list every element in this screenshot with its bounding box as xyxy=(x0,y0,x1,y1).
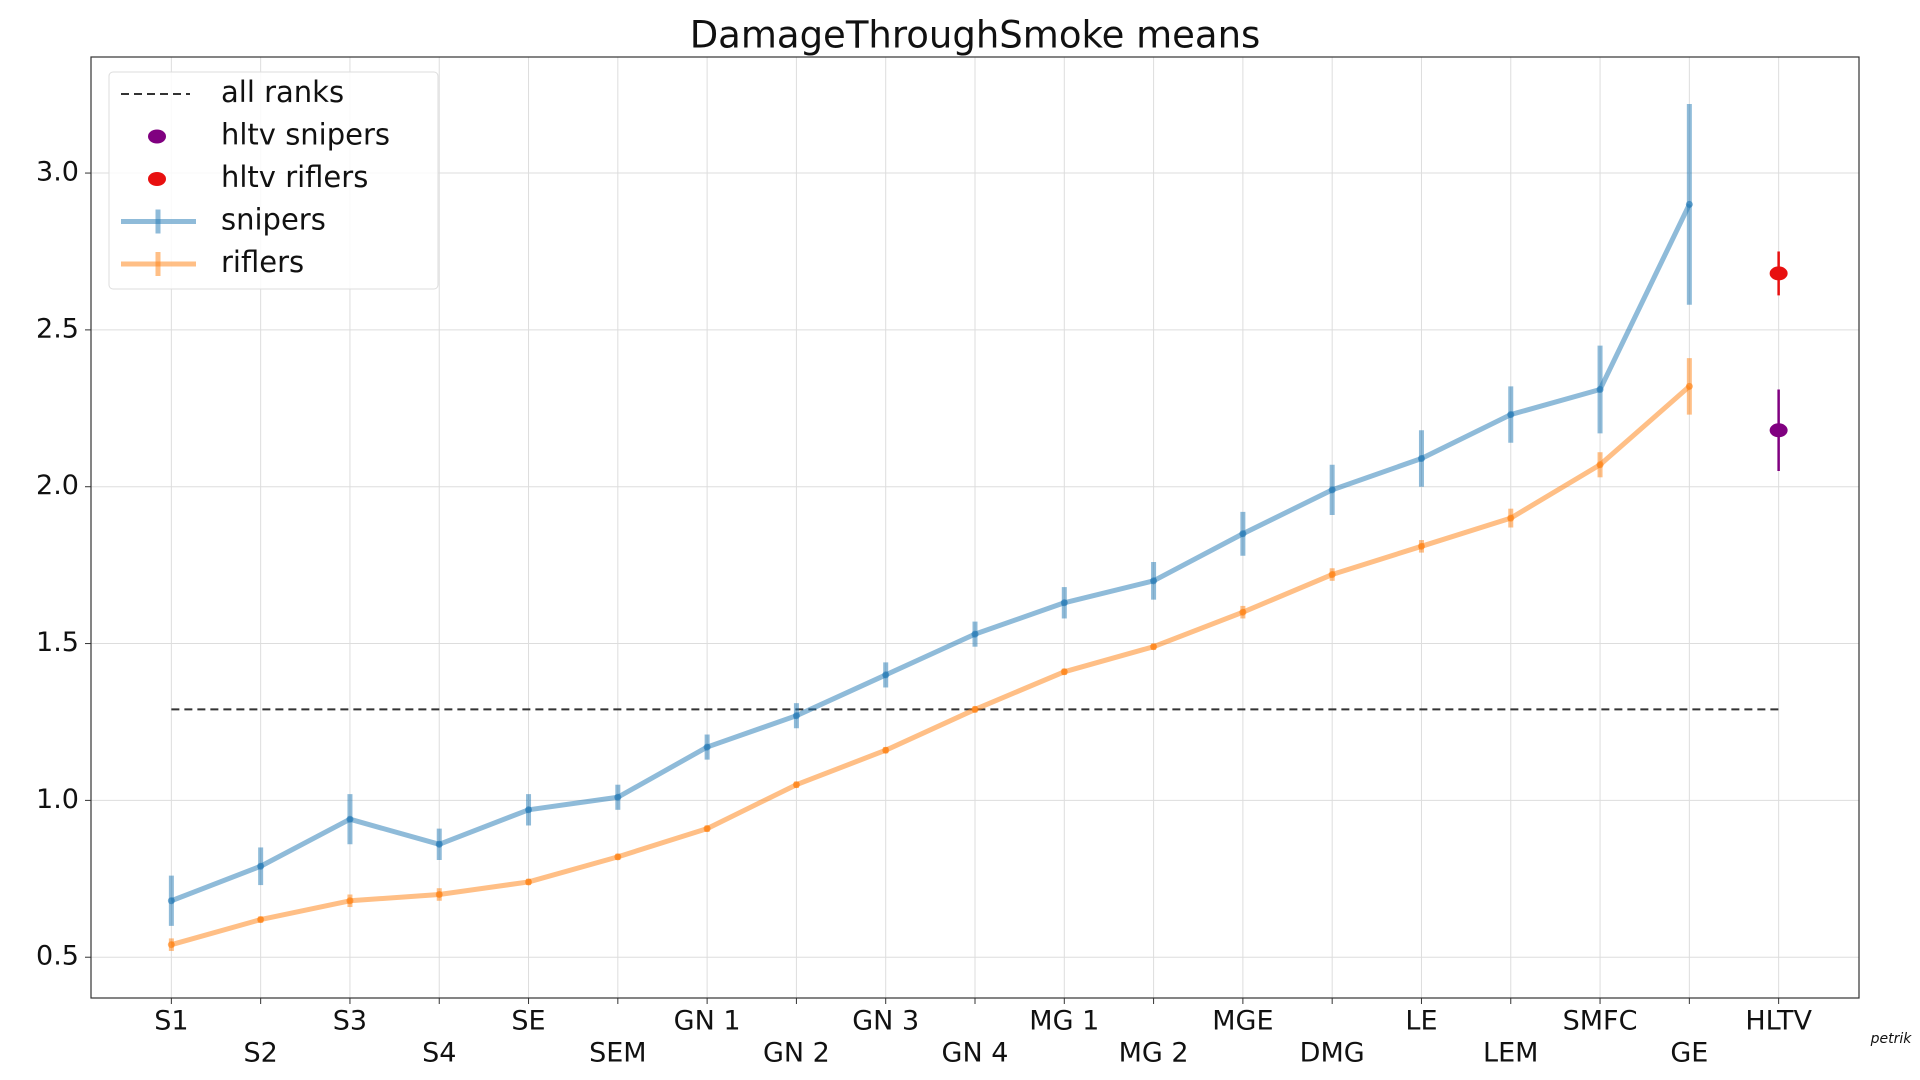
x-tick-label: MG 1 xyxy=(1029,1006,1099,1037)
marker xyxy=(435,840,443,848)
marker xyxy=(1596,385,1604,393)
x-tick-label: S2 xyxy=(243,1038,277,1069)
x-tick-label: LEM xyxy=(1483,1038,1538,1069)
marker xyxy=(167,941,175,949)
marker xyxy=(971,630,979,638)
x-tick-label: LE xyxy=(1405,1006,1437,1037)
legend-label: riflers xyxy=(221,245,304,279)
legend-label: all ranks xyxy=(221,75,344,109)
x-tick-label: S3 xyxy=(333,1006,367,1037)
marker xyxy=(346,815,354,823)
plot-frame xyxy=(90,56,1860,999)
marker xyxy=(882,671,890,679)
marker xyxy=(882,746,890,754)
x-tick-label: S4 xyxy=(422,1038,456,1069)
marker xyxy=(614,853,622,861)
y-tick-label: 1.0 xyxy=(36,784,79,815)
legend: all ranks hltv snipers hltv riflers snipers… xyxy=(108,71,439,290)
x-tick-label: S1 xyxy=(154,1006,188,1037)
marker xyxy=(1769,423,1788,438)
marker xyxy=(1596,461,1604,469)
marker xyxy=(1685,200,1693,208)
x-tick-label: HLTV xyxy=(1745,1006,1812,1037)
x-tick-label: SMFC xyxy=(1563,1006,1638,1037)
marker xyxy=(1328,486,1336,494)
chart-title: DamageThroughSmoke means xyxy=(690,14,1261,57)
series-line xyxy=(170,384,1691,948)
marker xyxy=(792,781,800,789)
legend-symbol xyxy=(148,172,166,186)
x-tick-label: MGE xyxy=(1212,1006,1273,1037)
marker xyxy=(1239,608,1247,616)
y-tick-label: 0.5 xyxy=(36,941,79,972)
x-tick-label: SE xyxy=(511,1006,545,1037)
marker xyxy=(1239,530,1247,538)
marker xyxy=(257,862,265,870)
signature: petrik xyxy=(1870,1031,1913,1047)
marker xyxy=(257,916,265,924)
marker xyxy=(525,878,533,886)
marker xyxy=(614,793,622,801)
x-tick-label: DMG xyxy=(1300,1038,1365,1069)
marker xyxy=(1769,266,1788,281)
marker xyxy=(346,897,354,905)
marker xyxy=(792,712,800,720)
legend-box xyxy=(108,71,439,290)
x-tick-label: SEM xyxy=(589,1038,647,1069)
marker xyxy=(1507,411,1515,419)
marker xyxy=(1417,454,1425,462)
legend-label: snipers xyxy=(221,203,326,237)
marker xyxy=(971,705,979,713)
marker xyxy=(1685,382,1693,390)
x-tick-label: GN 3 xyxy=(852,1006,919,1037)
y-tick-label: 2.5 xyxy=(36,313,79,344)
x-tick-label: MG 2 xyxy=(1119,1038,1189,1069)
marker xyxy=(1417,542,1425,550)
marker xyxy=(167,897,175,905)
marker xyxy=(703,825,711,833)
marker xyxy=(1150,577,1158,585)
marker xyxy=(1060,599,1068,607)
x-tick-label: GE xyxy=(1670,1038,1708,1069)
marker xyxy=(1150,643,1158,651)
marker xyxy=(1507,514,1515,522)
x-tick-label: GN 4 xyxy=(942,1038,1009,1069)
marker xyxy=(435,890,443,898)
marker xyxy=(703,743,711,751)
y-tick-label: 1.5 xyxy=(36,627,79,658)
y-tick-label: 3.0 xyxy=(36,157,79,188)
marker xyxy=(525,806,533,814)
legend-label: hltv riflers xyxy=(221,160,368,194)
legend-label: hltv snipers xyxy=(221,118,390,152)
x-tick-label: GN 2 xyxy=(763,1038,830,1069)
marker xyxy=(1060,668,1068,676)
legend-symbol xyxy=(148,129,166,144)
y-tick-label: 2.0 xyxy=(36,470,79,501)
x-tick-label: GN 1 xyxy=(674,1006,741,1037)
series-line xyxy=(170,203,1692,904)
marker xyxy=(1328,571,1336,579)
